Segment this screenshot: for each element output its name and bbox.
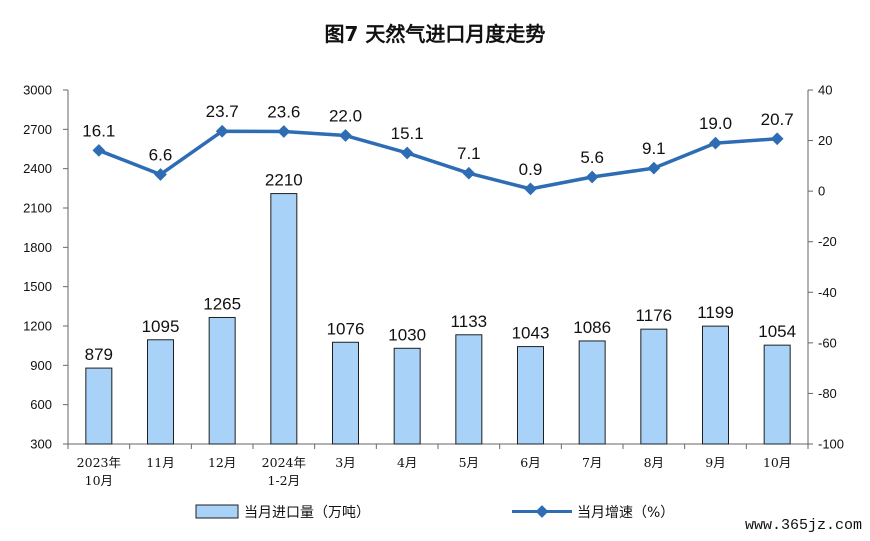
- bar: [393, 347, 421, 445]
- line-data-label: 5.6: [580, 148, 604, 167]
- line-data-label: 16.1: [82, 121, 115, 140]
- chart-title: 图7 天然气进口月度走势: [325, 22, 546, 46]
- x-tick-label: 10月: [763, 455, 791, 470]
- line-data-label: 19.0: [699, 114, 732, 133]
- bar-data-label: 1043: [512, 324, 550, 343]
- line-data-label: 7.1: [457, 144, 481, 163]
- line-data-label: 23.6: [267, 102, 300, 121]
- x-tick-label: 7月: [582, 455, 602, 470]
- bar: [147, 339, 174, 445]
- watermark: www.365jz.com: [745, 517, 862, 534]
- line-data-label: 9.1: [642, 139, 666, 158]
- x-tick-label: 12月: [208, 455, 236, 470]
- y-left-tick-label: 600: [30, 397, 52, 412]
- x-tick-label: 4月: [397, 455, 417, 470]
- axes: 300 600 900 1200 1500 1800 2100 2400 2700 3000 -10…: [23, 83, 844, 489]
- bar-data-label: 1086: [573, 318, 611, 337]
- legend-line-label: 当月增速（%）: [577, 505, 674, 521]
- line-point: [585, 170, 599, 184]
- x-tick-label: 2023年: [77, 455, 121, 470]
- legend-line-marker: [535, 505, 549, 518]
- line-point: [277, 125, 291, 138]
- bar: [85, 367, 113, 445]
- bar: [640, 328, 668, 445]
- x-tick-label: 5月: [459, 455, 479, 470]
- y-left-tick-label: 2100: [23, 201, 52, 216]
- line-point: [709, 136, 722, 150]
- bar: [332, 341, 359, 445]
- bar-data-label: 1199: [697, 303, 734, 322]
- y-right-tick-label: -40: [818, 285, 837, 300]
- y-left-tick-label: 300: [30, 437, 52, 452]
- y-right-tick-label: -60: [818, 335, 837, 350]
- bar-data-label: 879: [85, 345, 113, 364]
- bar-data-label: 1265: [203, 294, 241, 313]
- line-point: [400, 146, 414, 160]
- bar-data-label: 1076: [327, 319, 365, 338]
- bar-data-label: 1030: [388, 325, 426, 344]
- y-right-tick-label: 40: [818, 83, 832, 98]
- x-tick-label: 10月: [85, 473, 113, 488]
- y-right-tick-label: -20: [818, 234, 837, 249]
- x-tick-label: 6月: [520, 455, 540, 470]
- y-left-tick-label: 3000: [23, 83, 52, 98]
- line-point: [647, 161, 661, 175]
- bar: [702, 325, 729, 445]
- y-right-tick-label: -80: [818, 386, 837, 401]
- bar: [578, 340, 606, 445]
- line-series: 16.1 6.6 23.7 23.6 22.0 15.1 7.1 0.9 5.6 9.1 19.0 2…: [82, 102, 794, 196]
- y-left-tick-label: 1200: [23, 319, 52, 334]
- y-right-tick-label: -100: [818, 437, 844, 452]
- bar-data-label: 2210: [265, 171, 303, 190]
- bar-series: 879 1095 1265 2210 1076 1030 1133 1043 1086 1176 1…: [85, 171, 796, 445]
- y-left-tick-label: 1500: [23, 279, 52, 294]
- bar: [270, 193, 298, 445]
- line-point: [154, 168, 167, 181]
- line-data-label: 20.7: [761, 110, 794, 129]
- x-tick-label: 2024年: [262, 455, 306, 470]
- y-left-tick-label: 2400: [23, 161, 52, 176]
- bar-data-label: 1095: [142, 317, 180, 336]
- x-tick-label: 9月: [705, 455, 725, 470]
- line-point: [92, 144, 106, 157]
- y-right-tick-label: 0: [818, 184, 825, 199]
- line-data-label: 22.0: [329, 107, 362, 126]
- bar: [455, 334, 483, 445]
- line-data-label: 23.7: [206, 102, 239, 121]
- bar-data-label: 1054: [758, 322, 796, 341]
- bar-data-label: 1133: [451, 312, 488, 331]
- x-tick-label: 8月: [644, 455, 664, 470]
- line-point: [462, 166, 476, 180]
- series-line: [98, 129, 778, 191]
- y-left-tick-label: 2700: [23, 122, 52, 137]
- line-data-label: 6.6: [149, 145, 173, 164]
- line-point: [770, 132, 784, 146]
- y-left-tick-label: 900: [30, 358, 52, 373]
- y-right-tick-label: 20: [818, 133, 832, 148]
- legend-bar-swatch: [195, 504, 239, 519]
- line-data-label: 0.9: [519, 160, 543, 179]
- line-point: [215, 124, 229, 138]
- legend: 当月进口量（万吨） 当月增速（%）: [195, 504, 674, 521]
- y-left-tick-label: 1800: [23, 240, 52, 255]
- line-data-label: 15.1: [391, 124, 424, 143]
- line-point: [339, 129, 352, 142]
- bar: [517, 346, 544, 445]
- line-point: [524, 182, 537, 196]
- bar: [208, 316, 236, 445]
- bar-data-label: 1176: [636, 306, 673, 325]
- x-tick-label: 1-2月: [268, 473, 301, 488]
- x-tick-label: 11月: [146, 455, 174, 470]
- bar: [763, 344, 791, 445]
- legend-bar-label: 当月进口量（万吨）: [244, 505, 370, 521]
- x-tick-label: 3月: [335, 455, 355, 470]
